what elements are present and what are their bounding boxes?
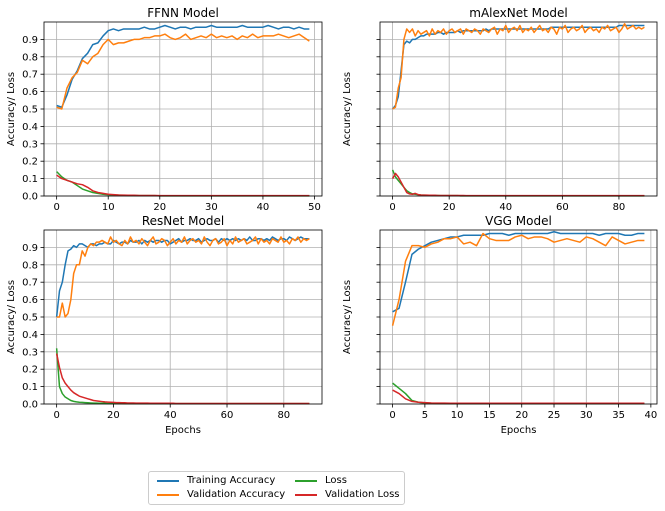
y-axis-label: Accuracy/ Loss — [6, 280, 17, 354]
series-line-training-accuracy — [56, 24, 310, 109]
series-line-loss — [392, 382, 645, 405]
y-tick-label: 0.8 — [22, 260, 38, 271]
legend-swatch-loss — [295, 480, 317, 482]
x-tick-label: 5 — [422, 410, 428, 421]
series-line-validation-loss — [392, 389, 645, 405]
y-tick-label: 0.4 — [22, 122, 38, 133]
x-tick-label: 0 — [53, 410, 59, 421]
x-tick-label: 40 — [499, 202, 512, 213]
x-tick-label: 20 — [443, 202, 456, 213]
series-line-validation-accuracy — [56, 33, 310, 110]
legend-swatch-validation-loss — [295, 494, 317, 496]
y-axis-label: Accuracy/ Loss — [342, 280, 353, 354]
y-tick-label: 0.9 — [22, 35, 38, 46]
series-line-training-accuracy — [392, 230, 645, 313]
x-tick-label: 10 — [102, 202, 115, 213]
chart-title: mAlexNet Model — [469, 6, 567, 20]
x-tick-label: 40 — [164, 410, 177, 421]
x-tick-label: 60 — [556, 202, 569, 213]
series-line-validation-loss — [391, 172, 645, 197]
chart-panel: 0 20 40 60 80 0.0 0.1 0.2 0.3 0.4 0.5 0.6 0.7 0.8 0.9 R… — [6, 214, 323, 436]
x-axis-label: Epochs — [501, 425, 537, 436]
y-tick-label: 0.7 — [22, 70, 38, 81]
series-line-validation-accuracy — [391, 232, 645, 326]
x-tick-label: 50 — [308, 202, 321, 213]
x-tick-label: 30 — [205, 202, 218, 213]
series-line-loss — [56, 171, 310, 197]
legend: Training Accuracy Validation Accuracy Lo… — [148, 471, 405, 505]
x-tick-label: 80 — [277, 410, 290, 421]
x-tick-label: 20 — [107, 410, 120, 421]
x-tick-label: 10 — [451, 410, 464, 421]
x-tick-label: 30 — [580, 410, 593, 421]
y-tick-label: 0.3 — [22, 139, 38, 150]
series-line-validation-accuracy — [392, 22, 645, 110]
y-tick-label: 0.7 — [22, 278, 38, 289]
x-tick-label: 60 — [221, 410, 234, 421]
chart-panel: 0 10 20 30 40 50 0.0 0.1 0.2 0.3 0.4 0.5 0.6 0.7 0.8 0.… — [6, 6, 323, 213]
y-tick-label: 0.0 — [22, 400, 38, 411]
chart-panel: 0 20 40 60 80 mAlexNet Model Accuracy/ Loss — [342, 6, 658, 213]
y-tick-label: 0.8 — [22, 52, 38, 63]
legend-label: Validation Accuracy — [187, 489, 286, 500]
y-tick-label: 0.5 — [22, 313, 38, 324]
chart-title: FFNN Model — [147, 6, 219, 20]
series-line-training-accuracy — [392, 24, 645, 110]
x-tick-label: 0 — [389, 202, 395, 213]
y-tick-label: 0.9 — [22, 243, 38, 254]
x-tick-label: 35 — [612, 410, 625, 421]
chart-panel: 0 5 10 15 20 25 30 35 40 VGG Model Accuracy/ Loss E… — [342, 214, 658, 436]
legend-label: Training Accuracy — [187, 475, 276, 486]
y-tick-label: 0.0 — [22, 192, 38, 203]
y-tick-label: 0.2 — [22, 157, 38, 168]
y-tick-label: 0.5 — [22, 105, 38, 116]
x-tick-label: 15 — [483, 410, 496, 421]
y-tick-label: 0.6 — [22, 295, 38, 306]
y-tick-label: 0.2 — [22, 365, 38, 376]
x-tick-label: 0 — [389, 410, 395, 421]
y-tick-label: 0.6 — [22, 87, 38, 98]
series-line-validation-accuracy — [56, 236, 310, 318]
x-tick-label: 20 — [153, 202, 166, 213]
x-tick-label: 40 — [257, 202, 270, 213]
legend-label: Loss — [325, 475, 347, 486]
x-tick-label: 25 — [548, 410, 561, 421]
y-tick-label: 0.3 — [22, 347, 38, 358]
chart-title: ResNet Model — [142, 214, 224, 228]
y-tick-label: 0.1 — [22, 174, 38, 185]
series-line-training-accuracy — [55, 236, 310, 318]
series-line-loss — [55, 348, 310, 405]
series-line-loss — [391, 169, 645, 197]
y-axis-label: Accuracy/ Loss — [342, 72, 353, 146]
x-tick-label: 0 — [53, 202, 59, 213]
chart-title: VGG Model — [485, 214, 552, 228]
legend-swatch-training-accuracy — [157, 480, 179, 482]
y-tick-label: 0.4 — [22, 330, 38, 341]
x-axis-label: Epochs — [165, 425, 201, 436]
x-tick-label: 40 — [644, 410, 657, 421]
x-tick-label: 80 — [613, 202, 626, 213]
legend-label: Validation Loss — [325, 489, 400, 500]
legend-swatch-validation-accuracy — [157, 494, 179, 496]
series-line-validation-loss — [55, 353, 310, 405]
x-tick-label: 20 — [515, 410, 528, 421]
y-tick-label: 0.1 — [22, 382, 38, 393]
y-axis-label: Accuracy/ Loss — [6, 72, 17, 146]
